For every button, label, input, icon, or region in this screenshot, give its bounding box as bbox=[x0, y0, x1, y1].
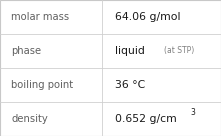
Text: liquid: liquid bbox=[115, 46, 152, 56]
Text: 36 °C: 36 °C bbox=[115, 80, 145, 90]
Text: 64.06 g/mol: 64.06 g/mol bbox=[115, 12, 180, 22]
Text: boiling point: boiling point bbox=[11, 80, 73, 90]
Text: phase: phase bbox=[11, 46, 41, 56]
Text: density: density bbox=[11, 114, 48, 124]
Text: 0.652 g/cm: 0.652 g/cm bbox=[115, 114, 177, 124]
Text: 3: 3 bbox=[190, 108, 195, 117]
Text: (at STP): (at STP) bbox=[164, 47, 194, 55]
Text: molar mass: molar mass bbox=[11, 12, 69, 22]
